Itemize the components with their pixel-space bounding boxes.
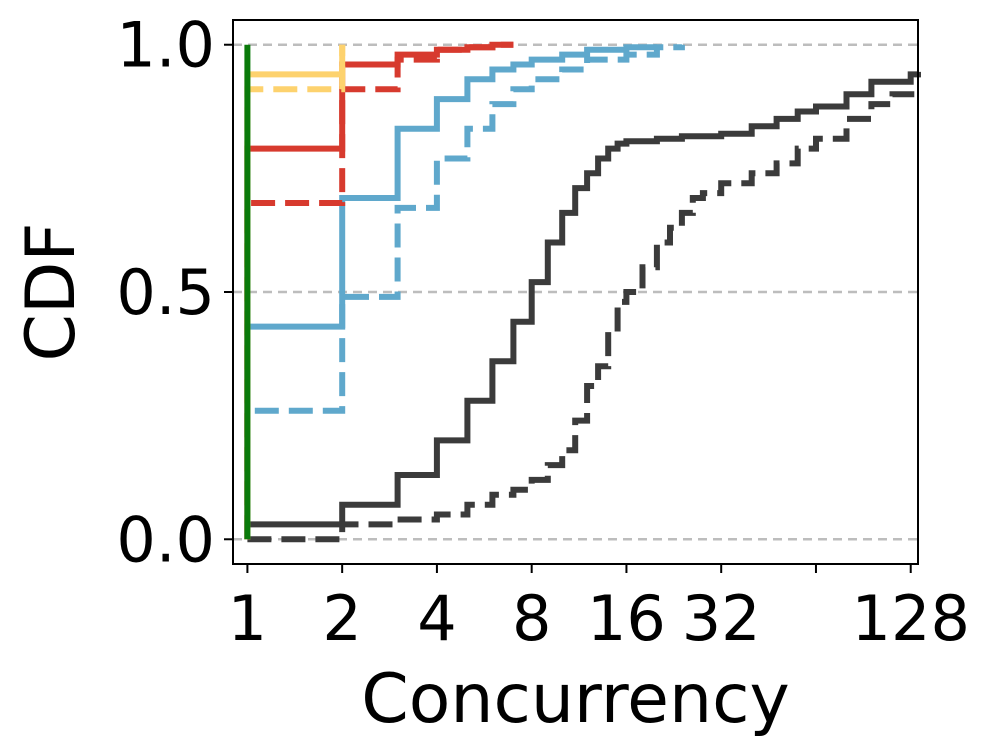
- series-line: [244, 44, 685, 540]
- series-3: [244, 44, 660, 540]
- series-lines: [244, 41, 921, 543]
- y-tick-label: 1.0: [116, 9, 215, 82]
- series-line: [244, 44, 660, 540]
- x-tick-label: 8: [512, 582, 551, 655]
- x-tick-label: 4: [417, 582, 456, 655]
- series-6: [244, 41, 514, 540]
- series-line: [244, 41, 514, 540]
- series-line: [244, 71, 921, 540]
- x-tick-label: 128: [852, 582, 970, 655]
- y-tick-label: 0.5: [116, 256, 215, 329]
- grid-lines: [233, 43, 918, 541]
- x-tick-label: 16: [587, 582, 666, 655]
- axis-ticks: 1 2 4 8 16 32 128 0.0 0.5 1.0: [116, 9, 970, 655]
- y-tick-label: 0.0: [116, 503, 215, 576]
- x-tick-label: 2: [322, 582, 361, 655]
- x-axis-label: Concurrency: [361, 660, 789, 739]
- x-tick-label: 1: [228, 582, 267, 655]
- series-1: [244, 71, 921, 540]
- series-4: [244, 44, 685, 540]
- series-line: [247, 89, 921, 543]
- series-2: [247, 89, 921, 543]
- plot-frame: [232, 19, 919, 565]
- x-tick-label: 32: [682, 582, 761, 655]
- y-axis-label: CDF: [12, 223, 91, 362]
